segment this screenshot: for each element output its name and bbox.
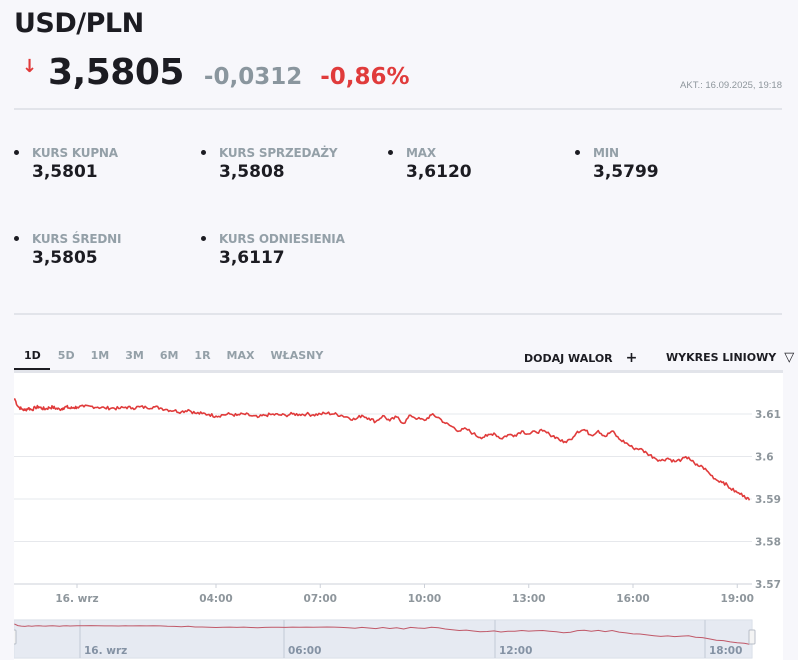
stat-label: MIN <box>593 146 619 160</box>
stat-label: MAX <box>406 146 436 160</box>
navigator-selection[interactable] <box>14 620 752 658</box>
tab-6m[interactable]: 6M <box>159 349 179 362</box>
y-tick-label: 3.57 <box>755 579 781 591</box>
stat-label: KURS SPRZEDAŻY <box>219 146 338 160</box>
x-tick-label: 16:00 <box>616 593 649 605</box>
bullet-icon <box>388 150 393 155</box>
price-line <box>13 397 751 501</box>
stat-value: 3,5808 <box>219 162 285 182</box>
y-tick-label: 3.61 <box>755 409 781 421</box>
navigator-tick-label: 18:00 <box>709 645 742 657</box>
x-tick-label: 19:00 <box>721 593 754 605</box>
divider <box>14 108 782 110</box>
y-tick-label: 3.58 <box>755 537 781 549</box>
bullet-icon <box>14 150 19 155</box>
stat-value: 3,5805 <box>32 248 98 268</box>
change-percent: -0,86% <box>320 64 410 90</box>
price-chart[interactable]: 3.61 3.6 3.59 3.58 3.57 16. wrz 04:00 07:00 10:0… <box>9 370 783 660</box>
tab-wlasny[interactable]: WŁASNY <box>270 349 324 362</box>
bullet-icon <box>201 150 206 155</box>
change-absolute: -0,0312 <box>203 64 303 90</box>
stat-value: 3,6117 <box>219 248 285 268</box>
last-updated: AKT.: 16.09.2025, 19:18 <box>680 80 782 91</box>
arrow-down-icon: ↓ <box>22 56 38 77</box>
navigator-left-handle[interactable] <box>9 629 17 645</box>
stat-value: 3,6120 <box>406 162 472 182</box>
tab-3m[interactable]: 3M <box>125 349 144 362</box>
bullet-icon <box>14 236 19 241</box>
quote-row: ↓ 3,5805 -0,0312 -0,86% <box>22 52 410 93</box>
tab-1r[interactable]: 1R <box>194 349 211 362</box>
chevron-down-icon: ▽ <box>784 350 795 365</box>
tab-1m[interactable]: 1M <box>90 349 110 362</box>
stat-value: 3,5801 <box>32 162 98 182</box>
x-tick-label: 16. wrz <box>55 593 98 605</box>
stat-value: 3,5799 <box>593 162 659 182</box>
x-tick-label: 13:00 <box>512 593 545 605</box>
x-tick-label: 07:00 <box>304 593 337 605</box>
page-title: USD/PLN <box>14 8 144 39</box>
navigator-tick-label: 12:00 <box>499 645 532 657</box>
stat-label: KURS KUPNA <box>32 146 118 160</box>
tab-max[interactable]: MAX <box>226 349 255 362</box>
current-price: 3,5805 <box>48 52 184 93</box>
bullet-icon <box>575 150 580 155</box>
navigator-tick-label: 16. wrz <box>84 645 127 657</box>
range-tabs: 1D 5D 1M 3M 6M 1R MAX WŁASNY <box>14 346 331 371</box>
navigator-tick-label: 06:00 <box>288 645 321 657</box>
stat-label: KURS ŚREDNI <box>32 232 122 246</box>
chart-type-dropdown[interactable]: WYKRES LINIOWY ▽ <box>666 350 794 365</box>
plus-icon: + <box>625 350 638 366</box>
add-asset-button[interactable]: DODAJ WALOR + <box>524 350 637 366</box>
add-asset-label: DODAJ WALOR <box>524 351 613 365</box>
chart-type-label: WYKRES LINIOWY <box>666 351 777 364</box>
x-tick-label: 04:00 <box>199 593 232 605</box>
navigator-right-handle[interactable] <box>748 629 756 645</box>
x-tick-label: 10:00 <box>408 593 441 605</box>
bullet-icon <box>201 236 206 241</box>
divider <box>14 313 782 315</box>
tab-5d[interactable]: 5D <box>57 349 75 362</box>
y-tick-label: 3.59 <box>755 494 781 506</box>
chart-canvas[interactable]: 3.61 3.6 3.59 3.58 3.57 16. wrz 04:00 07:00 10:0… <box>9 373 783 660</box>
navigator-line <box>14 623 750 645</box>
stat-label: KURS ODNIESIENIA <box>219 232 345 246</box>
y-tick-label: 3.6 <box>755 452 774 464</box>
tab-1d[interactable]: 1D <box>14 346 50 371</box>
